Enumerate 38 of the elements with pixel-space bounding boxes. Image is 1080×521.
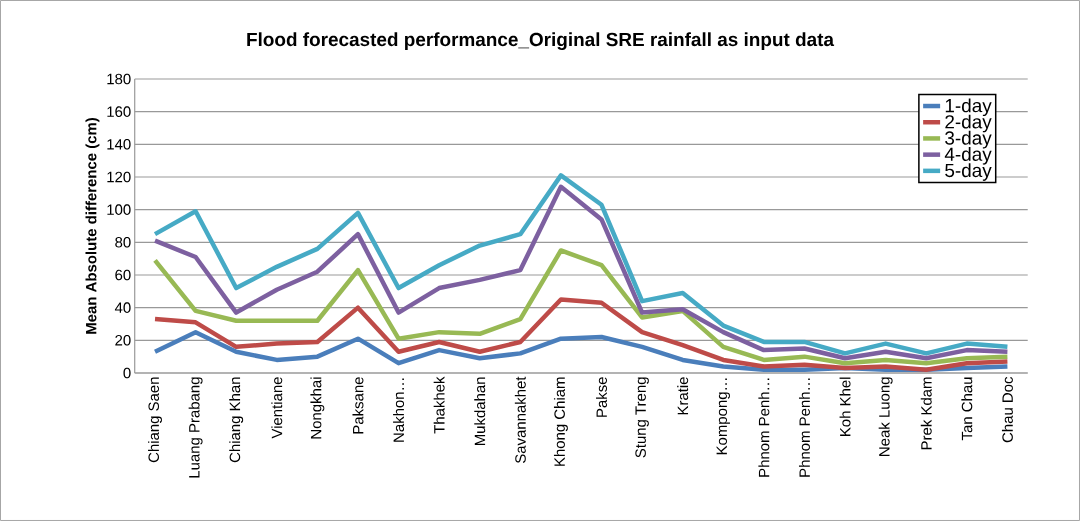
legend-label: 4-day — [944, 147, 992, 165]
x-tick-label: Thakhek — [433, 376, 445, 434]
x-tick-label: Phnom Penh… — [758, 378, 770, 477]
chart-title: Flood forecasted performance_Original SRE rainfall as input data — [247, 32, 835, 50]
x-tick-label: Paksane — [352, 377, 364, 434]
line-series — [152, 297, 1010, 372]
legend-label: 1-day — [945, 98, 992, 117]
y-tick-label: 60 — [115, 269, 131, 281]
y-tick-label: 0 — [123, 367, 131, 379]
x-tick-label: Nongkhai — [310, 377, 325, 439]
y-tick-label: 80 — [115, 237, 131, 248]
y-tick-label: 140 — [107, 139, 131, 150]
x-tick-label: Mukdahan — [474, 377, 486, 446]
x-tick-label: Pakse — [596, 377, 607, 417]
x-tick-label: Kompong… — [716, 378, 730, 455]
y-tick-label: 20 — [115, 335, 131, 346]
x-tick-label: Nakhon… — [393, 378, 405, 442]
y-tick-label: 100 — [107, 204, 131, 215]
x-tick-label: Chau Doc — [1001, 376, 1013, 443]
x-tick-label: Tan Chau — [961, 377, 973, 441]
y-tick-label: 120 — [107, 171, 131, 183]
x-tick-label: Luang Prabang — [188, 377, 203, 478]
x-tick-label: Neak Luong — [878, 377, 893, 456]
y-tick-label: 40 — [114, 302, 131, 313]
x-tick-label: Stung Treng — [635, 377, 649, 458]
x-tick-label: Chiang Saen — [148, 377, 162, 463]
y-tick-label: 180 — [107, 73, 131, 85]
x-tick-label: Prek Kdam — [920, 377, 932, 450]
x-tick-label: Phnom Penh… — [798, 378, 810, 477]
y-axis-title: Mean Absolute difference (cm) — [85, 117, 100, 334]
legend-label: 5-day — [945, 163, 992, 181]
y-tick-label: 160 — [107, 106, 131, 117]
x-tick-label: Chiang Khan — [229, 377, 244, 463]
x-tick-label: Koh Khel — [839, 377, 851, 436]
x-tick-label: Khong Chiam — [553, 377, 568, 466]
x-tick-label: Vientiane — [271, 377, 283, 439]
x-tick-label: Kratie — [677, 377, 689, 415]
x-tick-label: Savannakhet — [514, 376, 526, 464]
